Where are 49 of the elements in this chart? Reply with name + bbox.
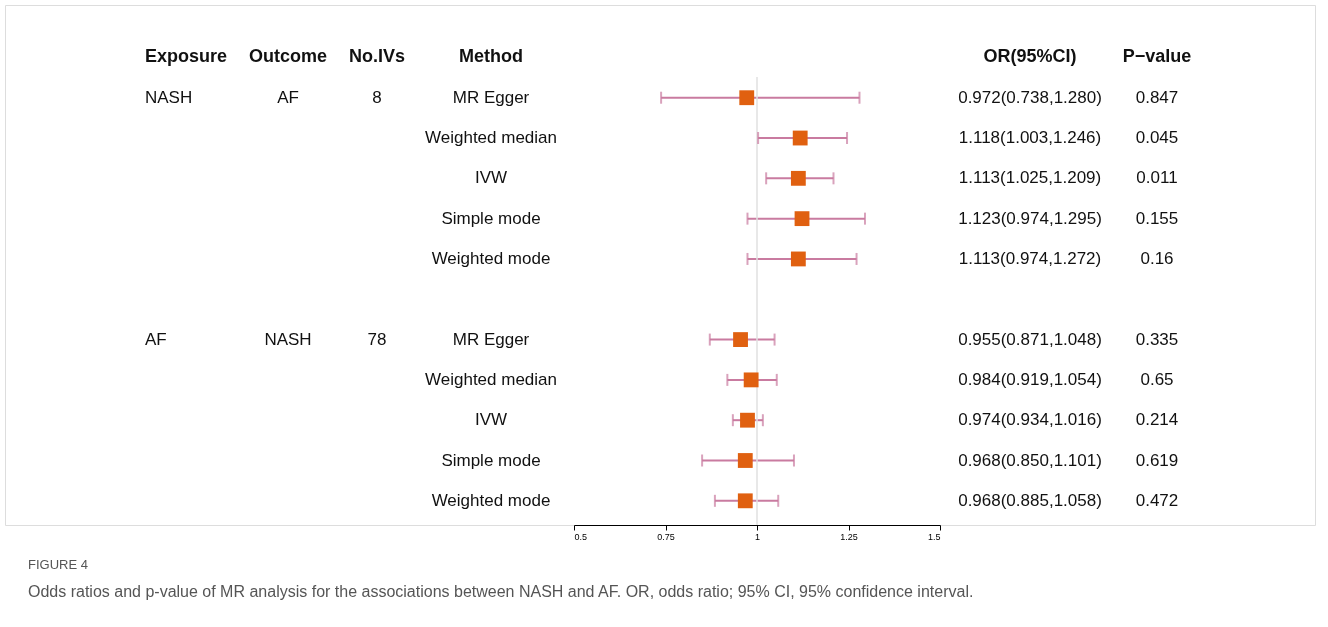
text: 0.045 — [1135, 128, 1179, 148]
text: 0.65 — [1140, 369, 1174, 389]
y-tick-label: Simple mode — [441, 450, 541, 470]
x-tick-label: 1.25 — [840, 531, 858, 542]
y-tick-label: Simple mode — [441, 208, 541, 228]
data-label: 0.974(0.934,1.016) — [958, 410, 1102, 430]
text: 0.847 — [1135, 87, 1179, 107]
text: 8 — [372, 87, 382, 107]
text: Outcome — [248, 46, 328, 67]
y-tick-label: Weighted median — [425, 369, 557, 389]
data-label: 1.113(1.025,1.209) — [958, 168, 1102, 188]
text: P−value — [1122, 46, 1192, 67]
text: 0.335 — [1135, 329, 1179, 349]
x-tick-label: 0.75 — [657, 531, 675, 542]
x-tick-label: 1 — [754, 531, 761, 542]
data-label: 1.113(0.974,1.272) — [958, 248, 1102, 268]
y-tick-label: IVW — [474, 168, 508, 188]
text: No.IVs — [348, 46, 406, 67]
x-tick-label: 0.5 — [574, 531, 588, 542]
data-label: 0.968(0.885,1.058) — [958, 490, 1102, 510]
text: 0.619 — [1135, 450, 1179, 470]
text: 0.011 — [1136, 168, 1178, 188]
y-tick-label: Weighted mode — [431, 490, 551, 510]
data-label: 1.118(1.003,1.246) — [958, 128, 1102, 148]
text: Method — [459, 46, 523, 67]
text: 0.472 — [1135, 490, 1179, 510]
text: NASH — [264, 329, 312, 349]
text: AF — [277, 87, 299, 107]
y-tick-label: MR Egger — [452, 329, 530, 349]
data-label: 0.955(0.871,1.048) — [958, 329, 1102, 349]
text: 0.16 — [1140, 248, 1174, 268]
y-tick-label: IVW — [474, 410, 508, 430]
y-tick-label: Weighted mode — [431, 248, 551, 268]
text: 78 — [367, 329, 387, 349]
data-label: 0.972(0.738,1.280) — [958, 87, 1102, 107]
data-label: 1.123(0.974,1.295) — [958, 208, 1102, 228]
text: NASH — [145, 87, 193, 107]
x-tick-label: 1.5 — [927, 531, 941, 542]
text: AF — [145, 329, 167, 349]
caption: FIGURE 4 — [28, 557, 88, 572]
text: 0.214 — [1135, 410, 1179, 430]
text: 0.155 — [1135, 208, 1179, 228]
text: OR(95%CI) — [983, 46, 1077, 67]
data-label: 0.968(0.850,1.101) — [958, 450, 1102, 470]
data-label: 0.984(0.919,1.054) — [958, 369, 1102, 389]
y-tick-label: MR Egger — [452, 87, 530, 107]
text: Exposure — [145, 46, 228, 67]
text: Odds ratios and p-value of MR analysis for the associations between NASH and AF. OR, odds ratio; 95% CI, 95% confidence interval. — [28, 583, 974, 600]
y-tick-label: Weighted median — [425, 128, 557, 148]
